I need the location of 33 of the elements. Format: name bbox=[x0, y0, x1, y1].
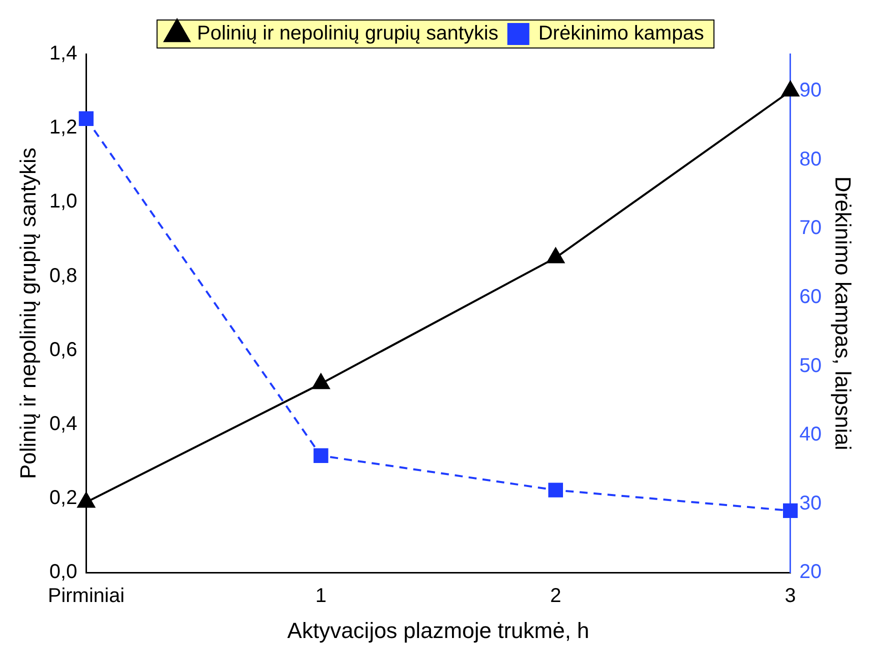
y2-tick-label: 90 bbox=[799, 80, 822, 102]
point bbox=[548, 482, 563, 498]
legend-label: Drėkinimo kampas bbox=[538, 22, 704, 45]
x-tick-label: 1 bbox=[315, 585, 326, 608]
y2-tick-label: 30 bbox=[799, 492, 822, 514]
y-tick-label: 1,2 bbox=[49, 116, 78, 139]
y-tick-label: 0,4 bbox=[49, 412, 78, 435]
y-tick-label: 0,0 bbox=[49, 561, 78, 584]
point bbox=[782, 503, 798, 518]
y-tick-label: 0,6 bbox=[49, 338, 78, 361]
y2-axis-title: Drėkinimo kampas, laipsniai bbox=[830, 176, 856, 450]
x-tick-label: 2 bbox=[550, 585, 562, 608]
point bbox=[77, 492, 95, 508]
y-tick-label: 1,4 bbox=[49, 42, 78, 65]
point bbox=[782, 81, 800, 97]
point bbox=[78, 111, 94, 126]
y-tick-label: 1,0 bbox=[49, 190, 78, 213]
y-tick-label: 0,8 bbox=[49, 264, 78, 287]
y2-tick-label: 40 bbox=[799, 424, 822, 446]
y-axis-title: Polinių ir nepolinių grupių santykis bbox=[15, 148, 40, 480]
y2-tick-label: 60 bbox=[799, 286, 822, 308]
point bbox=[312, 374, 330, 390]
y2-tick-label: 20 bbox=[799, 561, 822, 584]
point bbox=[546, 248, 564, 264]
y2-tick-label: 70 bbox=[799, 217, 822, 240]
legend-label: Polinių ir nepolinių grupių santykis bbox=[197, 22, 498, 45]
point bbox=[314, 448, 328, 464]
x-axis-title: Aktyvacijos plazmoje trukmė, h bbox=[287, 618, 590, 643]
y2-tick-label: 50 bbox=[799, 354, 822, 377]
x-tick-label: Pirminiai bbox=[48, 585, 125, 608]
x-tick-label: 3 bbox=[784, 585, 796, 608]
y2-tick-label: 80 bbox=[799, 148, 822, 170]
y-tick-label: 0,2 bbox=[49, 487, 78, 510]
